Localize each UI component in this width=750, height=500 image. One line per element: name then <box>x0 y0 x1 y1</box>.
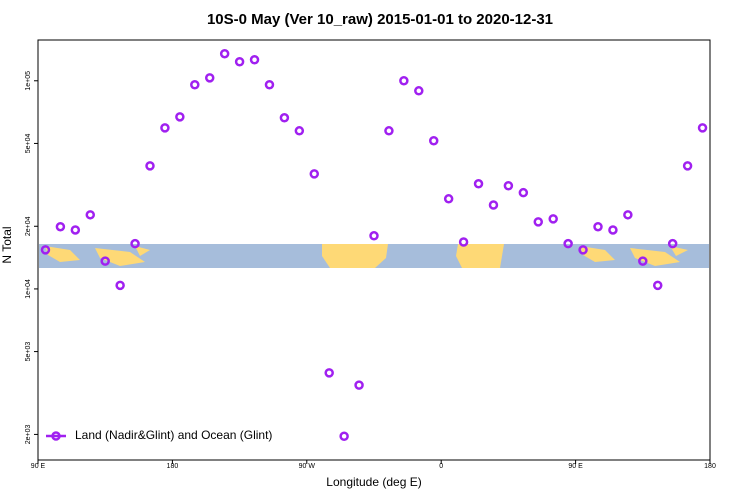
land <box>456 244 504 268</box>
point <box>638 256 648 266</box>
point <box>369 231 379 241</box>
point <box>234 57 245 67</box>
point <box>518 187 529 198</box>
point <box>623 210 633 220</box>
point <box>399 76 409 86</box>
land <box>45 246 150 266</box>
point <box>204 73 215 83</box>
point <box>145 161 155 171</box>
point <box>219 48 230 59</box>
point <box>354 380 364 390</box>
plot-frame <box>37 39 711 461</box>
point <box>264 79 275 90</box>
point <box>115 280 125 291</box>
point <box>190 79 200 90</box>
x-tick-label: 90 E <box>31 463 46 470</box>
point <box>85 210 96 220</box>
point <box>548 214 558 224</box>
point <box>682 161 693 171</box>
x-tick-label: 90 E <box>568 463 583 470</box>
point <box>578 245 588 255</box>
legend-label: Land (Nadir&Glint) and Ocean (Glint) <box>75 428 272 442</box>
x-tick-label: 180 <box>704 463 716 470</box>
point <box>249 54 260 65</box>
point <box>55 221 66 232</box>
point <box>488 200 499 210</box>
point <box>279 113 290 123</box>
point <box>563 238 573 249</box>
point <box>309 169 320 179</box>
point <box>324 368 334 378</box>
point <box>294 126 305 136</box>
y-tick-label: 1e+05 <box>25 71 32 91</box>
x-tick-label: 0 <box>439 463 443 470</box>
point <box>503 181 514 191</box>
point <box>70 225 81 235</box>
map-strip <box>39 244 709 268</box>
land <box>580 246 688 266</box>
point <box>458 237 469 247</box>
legend-marker <box>51 431 61 441</box>
point <box>100 256 110 266</box>
chart-title: 10S-0 May (Ver 10_raw) 2015-01-01 to 202… <box>207 11 553 28</box>
point <box>667 238 678 249</box>
point <box>697 123 708 133</box>
x-axis-label: Longitude (deg E) <box>326 475 421 489</box>
point <box>339 431 349 441</box>
point <box>593 221 603 232</box>
point <box>160 123 170 133</box>
point <box>384 126 394 136</box>
point <box>40 245 51 255</box>
point <box>473 179 484 189</box>
y-tick-label: 2e+03 <box>25 424 32 444</box>
y-tick-label: 5e+03 <box>25 342 32 362</box>
point <box>608 225 618 235</box>
point <box>533 217 544 227</box>
y-tick-label: 2e+04 <box>25 216 32 236</box>
point <box>443 194 454 204</box>
point <box>652 280 663 291</box>
point <box>130 238 140 249</box>
x-tick-label: 180 <box>167 463 179 470</box>
x-tick-label: 90 W <box>299 463 316 470</box>
land <box>322 244 388 268</box>
y-tick-label: 5e+04 <box>25 134 32 154</box>
point <box>175 112 185 122</box>
y-tick-label: 1e+04 <box>25 279 32 299</box>
point <box>414 86 424 96</box>
y-axis-label: N Total <box>0 226 14 263</box>
point <box>428 136 439 146</box>
